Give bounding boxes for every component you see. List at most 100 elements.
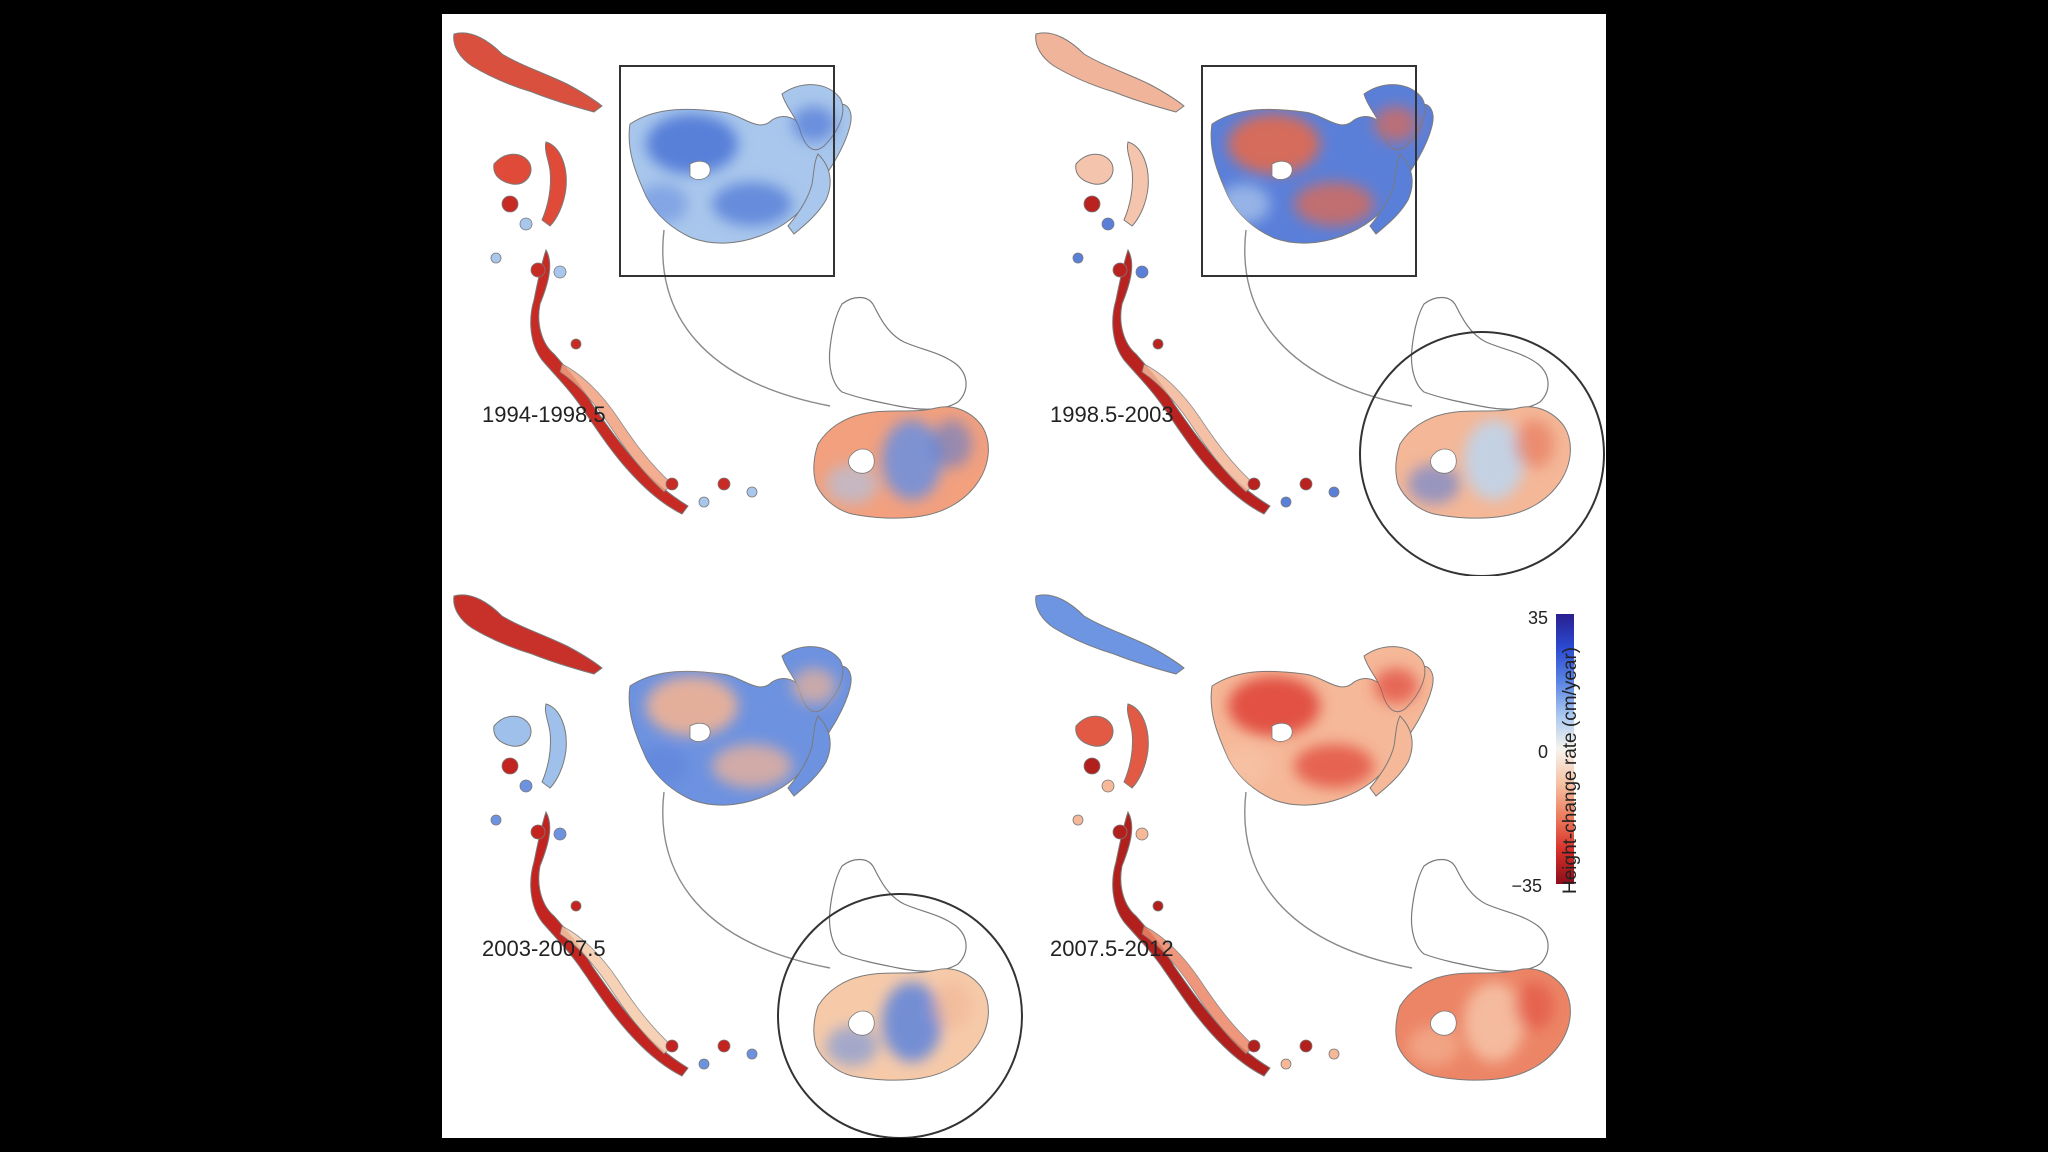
colorbar-legend: 35 0 −35 Height-change rate (cm/year)	[1508, 608, 1606, 914]
map-1	[453, 32, 989, 519]
plateau-highlight-box	[1201, 65, 1417, 277]
southern-pattern	[1408, 420, 1554, 504]
northern-archipelago	[453, 32, 603, 113]
western-arc	[1123, 703, 1149, 789]
leader-arc	[1244, 791, 1413, 969]
high-plateau-outline	[828, 858, 967, 972]
small-island	[1135, 827, 1149, 841]
small-island	[1112, 262, 1128, 278]
small-island	[1135, 265, 1149, 279]
southern-highlight-circle	[777, 893, 1023, 1138]
colorbar-title: Height-change rate (cm/year)	[1560, 646, 1581, 894]
leader-arc	[1244, 229, 1413, 407]
western-island	[1075, 715, 1114, 747]
small-island	[1101, 217, 1115, 231]
coastal-chain-inner	[559, 925, 673, 1055]
small-island	[490, 252, 502, 264]
plateau-hole	[689, 160, 711, 180]
small-island	[1152, 338, 1164, 350]
plateau-hole	[1271, 722, 1293, 742]
small-island	[530, 824, 546, 840]
small-island	[1112, 824, 1128, 840]
small-island	[746, 1048, 758, 1060]
coastal-chain	[1112, 248, 1271, 515]
small-island	[490, 814, 502, 826]
small-island	[1247, 477, 1261, 491]
small-island	[1083, 195, 1101, 213]
map-panel-3: 2003-2007.5	[442, 576, 1024, 1138]
colorbar-gradient	[1556, 614, 1574, 884]
small-island	[1101, 779, 1115, 793]
period-label-1: 1994-1998.5	[482, 402, 606, 427]
small-island	[698, 496, 710, 508]
coastal-chain	[1112, 810, 1271, 1077]
period-label-2: 1998.5-2003	[1050, 402, 1174, 427]
plateau-south-arm	[787, 715, 831, 797]
coastal-chain-inner	[1141, 925, 1255, 1055]
small-island	[553, 265, 567, 279]
plateau-south-arm	[1369, 153, 1413, 235]
southern-hole	[1430, 448, 1457, 474]
plateau-pattern	[1218, 106, 1418, 226]
plateau-pattern	[1218, 668, 1418, 788]
western-island	[1075, 153, 1114, 185]
small-island	[519, 217, 533, 231]
small-island	[501, 195, 519, 213]
coastal-chain-inner	[1141, 363, 1255, 493]
small-island	[1280, 1058, 1292, 1070]
coastal-chain	[530, 248, 689, 515]
northern-archipelago	[1035, 594, 1185, 675]
plateau-hole	[689, 722, 711, 742]
southern-pattern	[826, 982, 972, 1066]
high-plateau-outline	[828, 296, 967, 410]
colorbar-max-label: 35	[1527, 608, 1548, 628]
small-island	[665, 477, 679, 491]
map-panel-1: 1994-1998.5	[442, 14, 1024, 576]
plateau-south-arm	[787, 153, 831, 235]
small-island	[1280, 496, 1292, 508]
small-island	[1083, 757, 1101, 775]
southern-pattern	[826, 420, 972, 504]
small-island	[1247, 1039, 1261, 1053]
small-island	[1299, 477, 1313, 491]
northern-archipelago	[453, 594, 603, 675]
small-island	[717, 477, 731, 491]
western-island	[493, 715, 532, 747]
small-island	[746, 486, 758, 498]
period-label-4: 2007.5-2012	[1050, 936, 1174, 961]
small-island	[1328, 486, 1340, 498]
map-4	[1035, 594, 1571, 1081]
period-label-3: 2003-2007.5	[482, 936, 606, 961]
small-island	[501, 757, 519, 775]
plateau-hole	[1271, 160, 1293, 180]
high-plateau-outline	[1410, 858, 1549, 972]
leader-arc	[662, 229, 831, 407]
small-island	[717, 1039, 731, 1053]
plateau-pattern	[636, 106, 836, 226]
plateau-south-arm	[1369, 715, 1413, 797]
plateau-pattern	[636, 668, 836, 788]
map-3	[453, 594, 1023, 1138]
small-island	[1152, 900, 1164, 912]
western-arc	[541, 703, 567, 789]
small-island	[530, 262, 546, 278]
small-island	[665, 1039, 679, 1053]
southern-hole	[848, 1010, 875, 1036]
map-2	[1035, 32, 1605, 576]
coastal-chain	[530, 810, 689, 1077]
colorbar-min-label: −35	[1511, 876, 1542, 896]
southern-hole	[848, 448, 875, 474]
small-island	[1072, 814, 1084, 826]
southern-hole	[1430, 1010, 1457, 1036]
map-panel-4: 2007.5-2012	[1024, 576, 1606, 1138]
western-island	[493, 153, 532, 185]
northern-archipelago	[1035, 32, 1185, 113]
small-island	[698, 1058, 710, 1070]
map-panel-2: 1998.5-2003	[1024, 14, 1606, 576]
high-plateau-outline	[1410, 296, 1549, 410]
small-island	[570, 338, 582, 350]
small-island	[1299, 1039, 1313, 1053]
colorbar-mid-label: 0	[1537, 742, 1548, 762]
leader-arc	[662, 791, 831, 969]
